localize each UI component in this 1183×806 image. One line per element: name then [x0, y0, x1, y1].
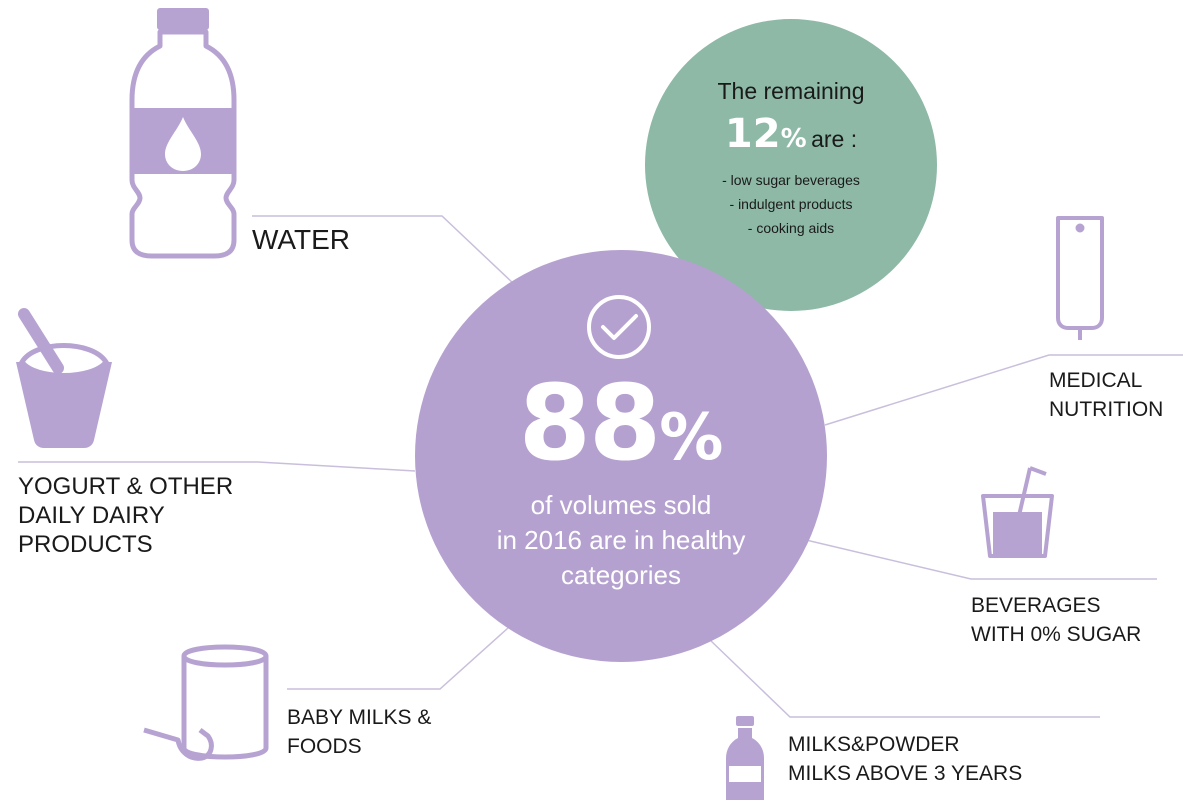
connector-water — [252, 215, 516, 286]
label-milks-line: MILKS ABOVE 3 YEARS — [788, 762, 1023, 785]
remaining-list-item: - low sugar beverages — [722, 172, 860, 188]
feeding-bag-icon — [1056, 216, 1104, 340]
check-circle-icon — [587, 295, 651, 359]
remaining-list-item: - cooking aids — [747, 220, 835, 236]
label-baby-line: BABY MILKS & — [287, 706, 432, 729]
label-milks: MILKS&POWDER MILKS ABOVE 3 YEARS — [788, 730, 1022, 788]
label-yogurt: YOGURT & OTHER DAILY DAIRY PRODUCTS — [18, 472, 233, 559]
label-beverages-line: BEVERAGES — [971, 594, 1101, 617]
formula-tin-scoop-icon — [143, 644, 269, 761]
label-water-line: WATER — [252, 224, 350, 255]
connector-milks — [709, 639, 1100, 718]
connector-medical — [824, 354, 1183, 426]
main-percent-value: 88 — [518, 362, 662, 484]
remaining-percent-value: 12 — [724, 111, 781, 157]
remaining-percent-sign: % — [780, 124, 807, 154]
label-water: WATER — [252, 225, 350, 255]
connector-yogurt — [18, 461, 416, 472]
main-description-line: in 2016 are in healthy — [496, 525, 746, 555]
label-baby-line: FOODS — [287, 735, 362, 758]
label-yogurt-line: YOGURT & OTHER — [18, 473, 234, 500]
remaining-suffix: are : — [811, 126, 858, 152]
label-beverages: BEVERAGES WITH 0% SUGAR — [971, 591, 1141, 649]
main-circle-content: 88% of volumes sold in 2016 are in healt… — [415, 250, 827, 662]
label-yogurt-line: DAILY DAIRY — [18, 502, 165, 529]
main-circle — [415, 250, 827, 662]
water-bottle-icon — [129, 8, 237, 259]
main-percent-sign: % — [659, 401, 724, 475]
connector-beverages — [805, 539, 1157, 580]
label-baby-milks: BABY MILKS & FOODS — [287, 703, 431, 761]
main-description: of volumes sold in 2016 are in healthy c… — [415, 488, 827, 593]
milk-bottle-icon — [726, 716, 764, 800]
label-milks-line: MILKS&POWDER — [788, 733, 960, 756]
connector-baby — [287, 627, 509, 690]
label-medical-nutrition: MEDICAL NUTRITION — [1049, 366, 1163, 424]
remaining-list: - low sugar beverages - indulgent produc… — [645, 168, 937, 240]
main-description-line: categories — [561, 560, 681, 590]
main-description-line: of volumes sold — [530, 490, 712, 520]
remaining-percent: 12% are : — [645, 110, 937, 167]
yogurt-cup-icon — [16, 308, 112, 448]
remaining-heading: The remaining — [717, 78, 865, 104]
label-beverages-line: WITH 0% SUGAR — [971, 623, 1142, 646]
remaining-list-item: - indulgent products — [729, 196, 853, 212]
label-medical-line: NUTRITION — [1049, 398, 1164, 421]
drink-glass-straw-icon — [981, 466, 1054, 558]
label-medical-line: MEDICAL — [1049, 369, 1143, 392]
label-yogurt-line: PRODUCTS — [18, 531, 153, 558]
main-percent: 88% — [415, 368, 827, 509]
remaining-circle — [645, 19, 937, 311]
